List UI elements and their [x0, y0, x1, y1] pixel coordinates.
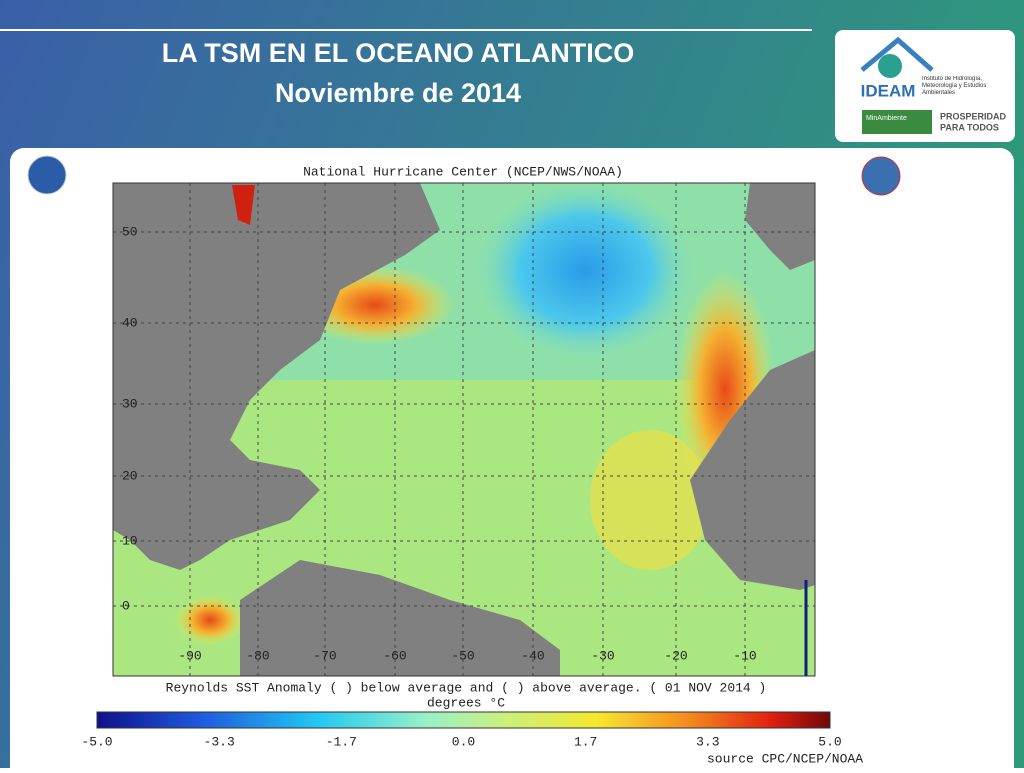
- lon-label: -50: [451, 648, 474, 663]
- europe: [745, 183, 815, 270]
- lon-label: -40: [521, 648, 544, 663]
- caption: degrees °C: [427, 695, 505, 710]
- lon-label: -80: [246, 648, 269, 663]
- hudson-anomaly: [232, 185, 255, 225]
- lat-label: 0: [122, 598, 130, 613]
- africa: [690, 350, 815, 590]
- north-america: [113, 183, 440, 570]
- lon-label: -20: [664, 648, 687, 663]
- logo-institute-box: Instituto de Hidrología, Meteorología y …: [922, 76, 987, 96]
- colorbar: [96, 711, 831, 729]
- slogan: PARA TODOS: [940, 122, 999, 132]
- colorbar-labels: -5.0 -3.3 -1.7 0.0 1.7 3.3 5.0: [81, 734, 841, 749]
- logo-institute: Instituto de Hidrología, Meteorología y …: [922, 76, 987, 96]
- lat-label: 10: [122, 533, 138, 548]
- warm-anomaly: [590, 430, 710, 570]
- lon-label: -90: [178, 648, 201, 663]
- logo-icon: [878, 54, 902, 78]
- title: LA TSM EN EL OCEANO ATLANTICO: [162, 38, 635, 68]
- caption: Reynolds SST Anomaly ( ) below average a…: [166, 680, 767, 695]
- logo-roof: [860, 36, 934, 72]
- colorbar-label: 3.3: [696, 734, 719, 749]
- lon-label: -10: [733, 648, 756, 663]
- source: source CPC/NCEP/NOAA: [707, 751, 863, 766]
- lat-label: 50: [122, 224, 138, 239]
- colorbar-label: 1.7: [574, 734, 597, 749]
- map: [112, 180, 816, 677]
- lon-label: -60: [383, 648, 406, 663]
- colorbar-label: 5.0: [818, 734, 841, 749]
- lon-label: -30: [591, 648, 614, 663]
- nws-logo: [861, 156, 901, 196]
- subtitle: Noviembre de 2014: [275, 78, 521, 108]
- warm-anomaly: [175, 595, 245, 645]
- logo-name: IDEAM: [861, 81, 916, 100]
- grid: [113, 183, 815, 676]
- map-frame: [112, 182, 816, 677]
- map-labels: 50 40 30 20 10 0 -90 -80 -70 -60 -50 -40 -30 -20 -10: [122, 224, 757, 663]
- map-title: National Hurricane Center (NCEP/NWS/NOAA…: [303, 164, 623, 179]
- colorbar-label: 0.0: [452, 734, 475, 749]
- colorbar-label: -1.7: [326, 734, 357, 749]
- ministry-box: [862, 110, 932, 134]
- lat-label: 30: [122, 396, 138, 411]
- cold-anomaly: [475, 180, 695, 360]
- noaa-logo: [27, 155, 67, 195]
- lat-label: 20: [122, 468, 138, 483]
- ministry: MinAmbiente: [866, 115, 907, 122]
- lat-label: 40: [122, 315, 138, 330]
- slogan: PROSPERIDAD: [940, 111, 1007, 121]
- colorbar-label: -5.0: [81, 734, 112, 749]
- colorbar-label: -3.3: [204, 734, 235, 749]
- south-america: [240, 560, 560, 676]
- lon-label: -70: [313, 648, 336, 663]
